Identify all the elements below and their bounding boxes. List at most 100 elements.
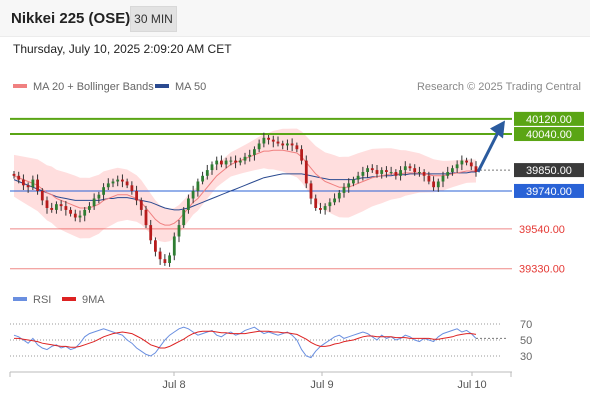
candle-body: [196, 181, 200, 191]
candle-body: [224, 160, 228, 165]
candle-body: [408, 166, 412, 169]
candle-body: [253, 149, 256, 155]
candle-body: [290, 143, 294, 146]
candle-body: [262, 137, 266, 144]
rsi-tick-label: 30: [520, 351, 532, 363]
ma20-legend-swatch: [13, 84, 27, 88]
candle-body: [441, 175, 445, 182]
candle-body: [234, 160, 237, 163]
rsi-plot: 70 50 30: [10, 319, 532, 363]
candle-body: [323, 206, 327, 210]
credit-text: Research © 2025 Trading Central: [417, 81, 581, 93]
candle-body: [337, 192, 341, 199]
level-label-text: 39850.00: [526, 165, 572, 177]
candle-body: [385, 170, 388, 172]
candle-body: [40, 190, 44, 201]
candle-body: [300, 149, 303, 161]
candle-body: [380, 170, 384, 174]
candle-body: [361, 172, 365, 176]
level-label-box: [514, 111, 584, 126]
ma20-legend-label: MA 20 + Bollinger Bands: [33, 81, 154, 93]
candle-body: [220, 160, 223, 165]
candle-body: [45, 200, 49, 208]
instrument-title: Nikkei 225 (OSE): [11, 10, 131, 27]
candle-body: [73, 213, 77, 218]
candle-body: [394, 172, 398, 176]
candle-body: [328, 202, 332, 207]
candle-body: [399, 170, 402, 176]
candle-body: [248, 154, 252, 157]
candle-body: [182, 209, 186, 226]
candle-body: [78, 215, 82, 218]
candle-body: [139, 200, 143, 210]
candle-body: [243, 156, 247, 161]
ma50-legend-label: MA 50: [175, 81, 206, 93]
candle-body: [31, 179, 35, 188]
candle-body: [92, 198, 96, 207]
candle-body: [172, 236, 176, 256]
candle-body: [446, 172, 450, 176]
candle-body: [352, 179, 355, 184]
time-axis: Jul 8 Jul 9 Jul 10: [9, 371, 512, 391]
datetime-label: Thursday, July 10, 2025 2:09:20 AM CET: [13, 42, 232, 56]
candle-body: [455, 164, 459, 169]
candle-body: [36, 179, 39, 191]
candle-body: [403, 166, 407, 171]
candle-body: [276, 141, 280, 144]
candle-body: [144, 209, 148, 226]
level-label-text: 40120.00: [526, 114, 572, 126]
candle-body: [59, 204, 63, 207]
rsi-tick-label: 70: [520, 319, 532, 331]
candle-body: [432, 181, 435, 188]
candle-body: [154, 240, 157, 252]
candle-body: [271, 139, 275, 142]
candle-body: [22, 179, 25, 186]
time-axis-label: Jul 8: [162, 379, 185, 391]
candle-body: [135, 190, 138, 201]
projection-arrow-head: [490, 120, 505, 139]
candle-body: [229, 160, 233, 162]
candle-body: [347, 183, 351, 188]
candle-body: [106, 183, 110, 188]
candle-body: [97, 194, 101, 199]
level-label-text: 39740.00: [526, 186, 572, 198]
candle-body: [257, 143, 261, 150]
ma50-legend-swatch: [155, 84, 169, 88]
candle-body: [116, 179, 120, 182]
candle-body: [370, 168, 374, 171]
candle-body: [111, 181, 115, 184]
rsi-ma-line: [14, 330, 477, 349]
candle-body: [149, 225, 153, 241]
rsi-legend-swatch: [13, 297, 27, 301]
rsi-legend-label: RSI: [33, 294, 51, 306]
candle-body: [158, 251, 162, 260]
level-label-text: 39540.00: [519, 224, 565, 236]
rsi-tick-label: 50: [520, 335, 532, 347]
candle-body: [201, 175, 204, 182]
candle-body: [163, 259, 167, 263]
candle-body: [413, 168, 417, 172]
rsi-ma-legend-swatch: [62, 297, 76, 301]
candle-body: [281, 143, 285, 146]
time-axis-label: Jul 10: [457, 379, 486, 391]
candle-body: [286, 143, 289, 146]
level-label-box: [514, 163, 584, 178]
candle-body: [125, 181, 129, 186]
candle-body: [210, 164, 214, 171]
candle-body: [422, 172, 426, 176]
candle-body: [191, 190, 195, 199]
candle-body: [342, 187, 346, 193]
candle-body: [375, 170, 379, 174]
level-label-text: 40040.00: [526, 129, 572, 141]
candle-body: [83, 209, 87, 216]
candle-body: [333, 198, 336, 203]
candle-body: [469, 162, 473, 167]
timeframe-button[interactable]: 30 MIN: [130, 6, 177, 32]
bollinger-band: [14, 128, 476, 243]
candle-body: [319, 208, 322, 210]
candle-body: [451, 168, 454, 172]
candle-body: [12, 173, 16, 176]
candle-body: [102, 187, 105, 195]
ma50-line: [13, 171, 476, 211]
